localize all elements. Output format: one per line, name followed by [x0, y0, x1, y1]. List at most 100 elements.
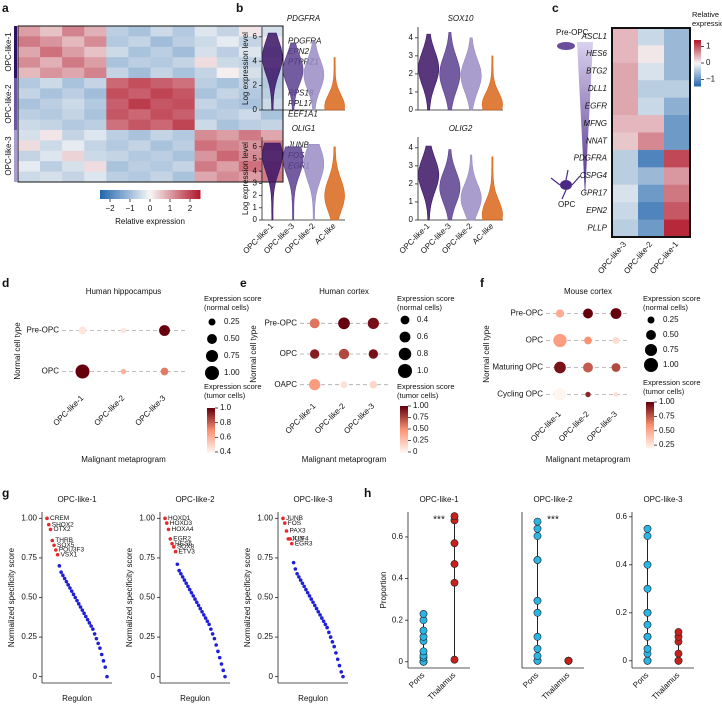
heatmap-cell [128, 171, 151, 183]
colorbar-step [207, 432, 215, 434]
point [339, 670, 344, 674]
colorbar-step [167, 190, 171, 199]
colorbar-step [207, 449, 215, 452]
point [323, 622, 328, 627]
heatmap-cell [172, 98, 196, 110]
heatmap-cell [62, 130, 85, 141]
point-label: JUN [291, 536, 304, 543]
colorbar-step [400, 440, 408, 443]
heatmap-cell [18, 140, 41, 152]
panel-label: e [240, 276, 247, 290]
colorbar-step [140, 190, 143, 199]
heatmap-cell [84, 78, 107, 89]
colorbar-step [207, 410, 215, 412]
heatmap-cell [638, 219, 665, 238]
colorbar-step [400, 438, 408, 440]
heatmap-cell [40, 88, 63, 100]
colorbar-step [207, 446, 215, 449]
heatmap-cell [150, 109, 173, 120]
row-label: MFNG [583, 119, 607, 128]
colorbar-step [646, 402, 654, 404]
colorbar-step [135, 190, 138, 199]
point [320, 616, 324, 620]
y-axis-label: Proportion [379, 572, 388, 609]
point [293, 567, 298, 571]
colorbar-step [646, 436, 654, 439]
point [73, 595, 78, 600]
point [207, 622, 211, 627]
point-label: HOXD1 [168, 515, 191, 522]
point [643, 532, 652, 540]
violin [303, 144, 325, 221]
colorbar-tick-label: 0.50 [659, 426, 675, 435]
colorbar-tick-label: 1.0 [220, 403, 232, 412]
dot [75, 364, 90, 379]
colorbar-step [646, 410, 654, 412]
point [101, 659, 106, 663]
size-legend-label: 0.25 [663, 315, 679, 324]
colorbar-step [207, 424, 215, 427]
heatmap-cell [216, 171, 240, 183]
heatmap-cell [106, 150, 129, 162]
y-tick-label: 0 [409, 215, 414, 224]
y-tick-label: 0.75 [21, 553, 37, 562]
colorbar-step [400, 408, 408, 410]
colorbar-step [207, 450, 215, 453]
colorbar-step [187, 190, 191, 199]
colorbar-step [207, 416, 215, 419]
dot [368, 349, 379, 359]
colorbar-step [400, 446, 408, 448]
heatmap-cell [128, 109, 151, 120]
point [419, 610, 428, 618]
heatmap-cell [664, 115, 691, 133]
x-tick-label: Pons [521, 671, 540, 690]
point [328, 635, 333, 639]
y-tick-label: OPC [280, 349, 298, 358]
y-tick-label: OPC [526, 336, 544, 345]
point [533, 556, 542, 564]
point [533, 652, 542, 660]
heatmap-cell [62, 57, 85, 68]
point [214, 643, 218, 647]
heatmap-cell [84, 150, 107, 162]
y-tick-label: 0.2 [616, 608, 628, 617]
y-tick-label: 4 [253, 166, 258, 175]
colorbar-step [207, 425, 215, 428]
heatmap-cell [172, 78, 196, 89]
colorbar-step [207, 409, 215, 411]
heatmap-cell [638, 202, 665, 220]
heatmap-cell [128, 67, 151, 79]
y-tick-label: OAPC [274, 380, 297, 389]
point [674, 628, 683, 636]
point [533, 644, 542, 653]
panel-label: a [2, 1, 9, 15]
heatmap-cell [106, 140, 129, 152]
y-tick-label: Maturing OPC [492, 363, 543, 372]
colorbar-step [694, 74, 701, 77]
point [103, 665, 108, 669]
y-tick-label: 1.00 [139, 513, 155, 522]
heatmap-cell [172, 57, 196, 68]
colorbar-step [160, 190, 163, 199]
colorbar-step [400, 414, 408, 416]
colorbar-step [400, 447, 408, 450]
colorbar-step [646, 426, 654, 428]
colorbar-step [694, 51, 701, 54]
point-label: ETV3 [179, 548, 196, 555]
heatmap-cell [84, 109, 107, 120]
colorbar-step [192, 190, 196, 199]
heatmap-cell [238, 26, 262, 37]
heatmap-cell [40, 26, 63, 37]
colorbar-tick-label: 1.00 [659, 397, 675, 406]
heatmap-cell [238, 36, 262, 48]
colorbar-step [646, 421, 654, 424]
heatmap-cell [18, 46, 41, 58]
heatmap-cell [638, 115, 665, 133]
heatmap-cell [638, 184, 665, 203]
colorbar-step [177, 190, 181, 199]
heatmap-cell [238, 140, 262, 152]
y-tick-label: 2 [409, 69, 414, 78]
colorbar-step [130, 190, 133, 199]
heatmap-cell [260, 130, 284, 141]
heatmap-cell [216, 150, 240, 162]
